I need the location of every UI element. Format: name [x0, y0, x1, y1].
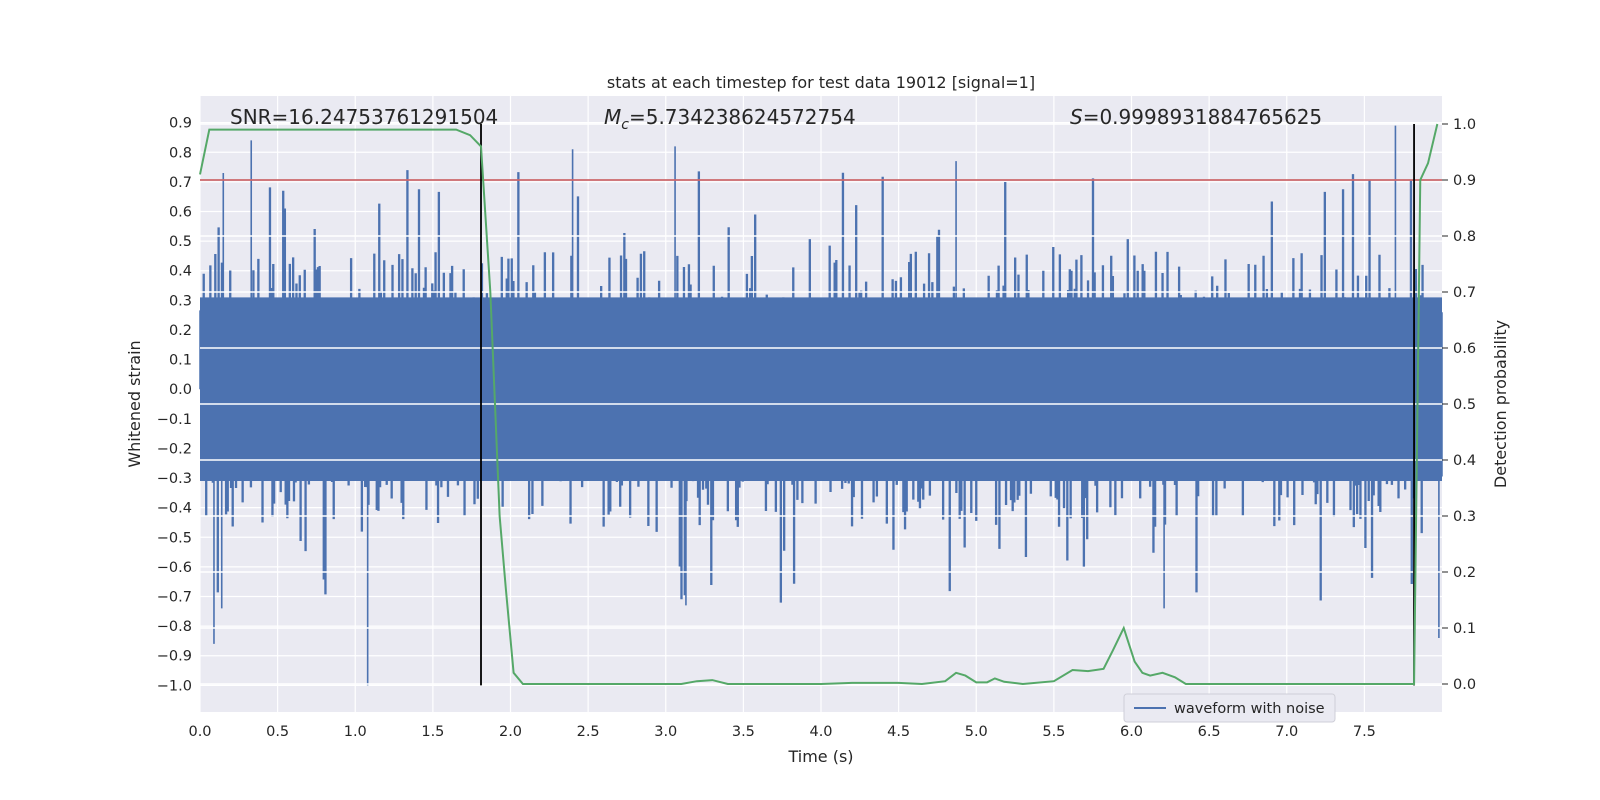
y-left-tick-5: 0.4: [169, 264, 192, 280]
s-symbol: S: [1070, 105, 1083, 129]
y-right-tick-8: 0.2: [1453, 565, 1476, 581]
x-tick-15: 7.5: [1353, 724, 1376, 740]
y-left-tick-11: −0.2: [157, 441, 192, 457]
y-left-tick-0: 0.9: [169, 116, 192, 132]
x-tick-0: 0.0: [188, 724, 211, 740]
legend: waveform with noise: [1123, 693, 1336, 723]
x-tick-4: 2.0: [499, 724, 522, 740]
y-left-tick-17: −0.8: [157, 619, 192, 635]
y-right-tick-10: 0.0: [1453, 677, 1476, 693]
y-left-tick-7: 0.2: [169, 323, 192, 339]
y-left-tick-16: −0.7: [157, 590, 192, 606]
y-right-tick-2: 0.8: [1453, 229, 1476, 245]
y-right-tick-9: 0.1: [1453, 621, 1476, 637]
y-left-tick-1: 0.8: [169, 145, 192, 161]
mc-subscript: c: [621, 117, 629, 133]
x-axis-label: Time (s): [787, 747, 853, 766]
chart-title: stats at each timestep for test data 190…: [607, 73, 1035, 92]
y-axis-label-left: Whitened strain: [125, 340, 144, 467]
score-annotation: S=0.9998931884765625: [1070, 105, 1322, 129]
y-left-tick-18: −0.9: [157, 649, 192, 665]
y-right-tick-labels: 1.0 0.9 0.8 0.7 0.6 0.5 0.4 0.3 0.2 0.1 0.0: [1442, 117, 1476, 693]
x-tick-9: 4.5: [887, 724, 910, 740]
y-left-tick-14: −0.5: [157, 530, 192, 546]
y-left-tick-4: 0.5: [169, 234, 192, 250]
x-tick-2: 1.0: [344, 724, 367, 740]
chirp-mass-annotation: Mc=5.734238624572754: [604, 105, 856, 133]
y-left-tick-15: −0.6: [157, 560, 192, 576]
x-tick-labels: 0.0 0.5 1.0 1.5 2.0 2.5 3.0 3.5 4.0 4.5 5.0 5.5 6.0 6…: [188, 724, 1375, 740]
grid-right-axis: [200, 123, 1442, 685]
mc-symbol: M: [604, 105, 621, 129]
x-tick-5: 2.5: [577, 724, 600, 740]
x-tick-11: 5.5: [1042, 724, 1065, 740]
x-tick-3: 1.5: [421, 724, 444, 740]
x-tick-6: 3.0: [654, 724, 677, 740]
y-left-tick-10: −0.1: [157, 412, 192, 428]
y-left-tick-13: −0.4: [157, 501, 192, 517]
y-right-tick-7: 0.3: [1453, 509, 1476, 525]
y-left-tick-9: 0.0: [169, 382, 192, 398]
x-tick-14: 7.0: [1275, 724, 1298, 740]
y-right-tick-0: 1.0: [1453, 117, 1476, 133]
s-value: =0.9998931884765625: [1083, 105, 1322, 129]
y-right-tick-5: 0.5: [1453, 397, 1476, 413]
y-left-tick-labels: 0.9 0.8 0.7 0.6 0.5 0.4 0.3 0.2 0.1 0.0 −0.1 −0.2 −0…: [157, 116, 192, 695]
x-tick-8: 4.0: [809, 724, 832, 740]
mc-value: =5.734238624572754: [629, 105, 856, 129]
legend-box: [1123, 693, 1336, 723]
detection-probability-line: [199, 123, 1439, 686]
y-right-tick-1: 0.9: [1453, 173, 1476, 189]
y-left-tick-3: 0.6: [169, 205, 192, 221]
y-left-tick-12: −0.3: [157, 471, 192, 487]
y-left-tick-6: 0.3: [169, 293, 192, 309]
waveform-core-band: [200, 297, 1442, 481]
y-left-tick-2: 0.7: [169, 175, 192, 191]
snr-annotation: SNR=16.24753761291504: [230, 105, 498, 129]
x-tick-1: 0.5: [266, 724, 289, 740]
y-right-tick-4: 0.6: [1453, 341, 1476, 357]
y-right-tick-6: 0.4: [1453, 453, 1476, 469]
x-tick-7: 3.5: [732, 724, 755, 740]
y-left-tick-8: 0.1: [169, 353, 192, 369]
y-right-tick-3: 0.7: [1453, 285, 1476, 301]
x-tick-12: 6.0: [1120, 724, 1143, 740]
x-tick-10: 5.0: [965, 724, 988, 740]
x-tick-13: 6.5: [1198, 724, 1221, 740]
y-left-tick-19: −1.0: [157, 678, 192, 694]
y-axis-label-right: Detection probability: [1491, 320, 1510, 488]
legend-label: waveform with noise: [1174, 701, 1325, 717]
waveform-series: [199, 125, 1443, 686]
